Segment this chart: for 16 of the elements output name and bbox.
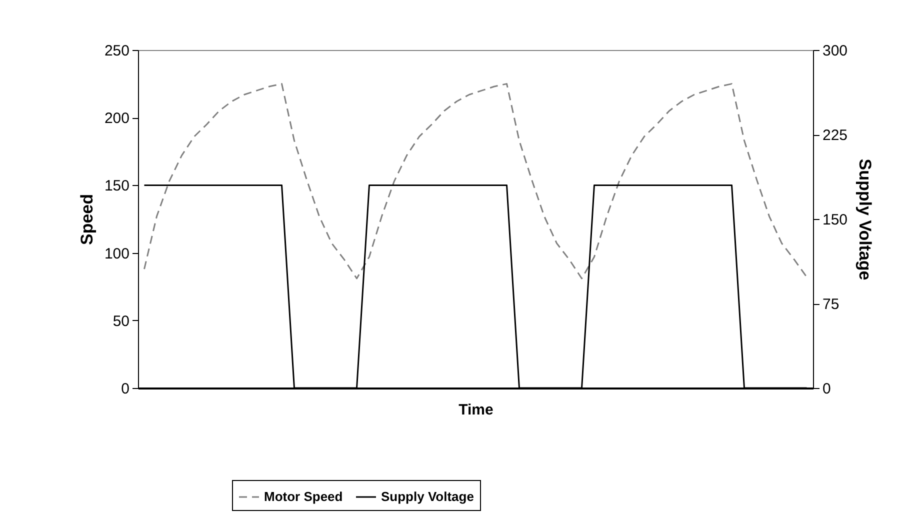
- y-tick-label: 100: [104, 245, 130, 262]
- y-tick-label: 0: [121, 380, 130, 398]
- x-axis-title: Time: [458, 402, 494, 418]
- legend-label: Supply Voltage: [381, 489, 474, 504]
- legend-label: Motor Speed: [264, 489, 343, 504]
- y-tick-label: 50: [112, 312, 130, 330]
- y2-axis-title: Supply Voltage: [856, 158, 875, 280]
- y2-tick-label: 300: [822, 42, 848, 60]
- y-axis-title: Speed: [77, 194, 96, 246]
- y-tick-label: 150: [104, 178, 130, 195]
- y2-tick-label: 150: [822, 212, 848, 228]
- y2-tick-label: 225: [822, 127, 848, 144]
- y2-tick-label: 0: [822, 380, 831, 398]
- y-tick-label: 200: [104, 110, 130, 128]
- y-tick-label: 250: [104, 42, 130, 60]
- y2-tick-label: 75: [822, 296, 840, 313]
